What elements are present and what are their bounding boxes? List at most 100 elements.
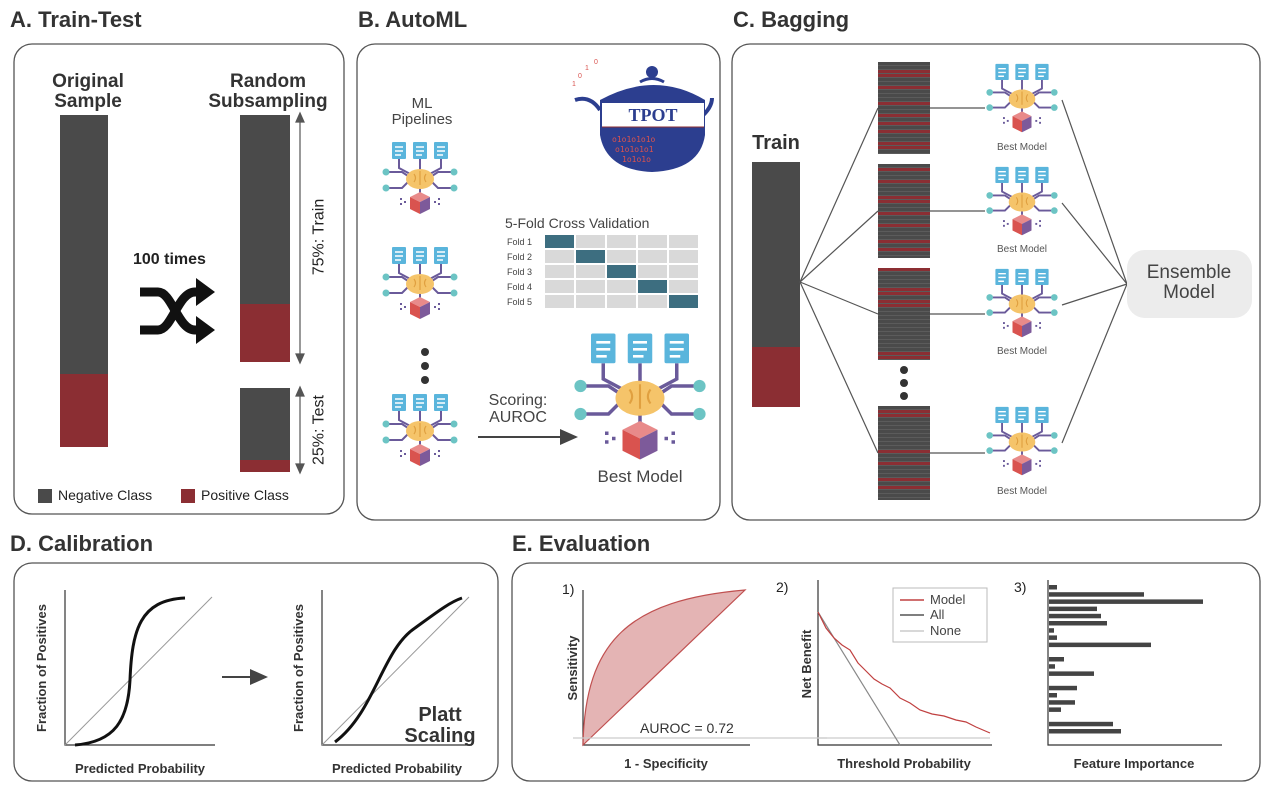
stripe	[878, 478, 930, 481]
feature-bar	[1049, 722, 1113, 727]
positive-bar	[240, 304, 290, 362]
label: Ensemble Model	[1134, 263, 1244, 303]
cv-cell	[576, 235, 605, 248]
feature-bar	[1049, 592, 1144, 597]
svg-text:o1o1o1o1o: o1o1o1o1o	[612, 135, 656, 144]
stripe	[878, 352, 930, 355]
all-line	[818, 612, 900, 745]
feature-bar	[1049, 621, 1107, 626]
cv-cell	[607, 280, 636, 293]
panel-title: B. AutoML	[358, 8, 467, 31]
cv-cell	[576, 295, 605, 308]
stripe	[878, 450, 930, 453]
axis-label: Sensitivity	[566, 635, 580, 700]
cv-cell	[669, 295, 698, 308]
model-icon	[986, 64, 1057, 132]
cv-cell	[638, 250, 667, 263]
fold-label: Fold 3	[507, 268, 532, 277]
cv-cell	[607, 250, 636, 263]
best-model-icon	[574, 334, 705, 460]
feature-bar	[1049, 599, 1203, 604]
cv-cell	[545, 295, 574, 308]
label: Best Model	[597, 468, 682, 486]
cv-cell	[638, 295, 667, 308]
diagonal	[65, 597, 212, 745]
label: 75%: Train	[312, 199, 329, 275]
stripe	[878, 86, 930, 89]
cv-cell	[607, 295, 636, 308]
sample-strip	[878, 268, 930, 360]
stripe	[878, 224, 930, 227]
ellipsis-dot	[421, 376, 429, 384]
stripe	[878, 240, 930, 243]
feature-bar	[1049, 700, 1075, 705]
fold-label: Fold 5	[507, 298, 532, 307]
axis-label: Predicted Probability	[75, 762, 205, 776]
bagging-graphics	[800, 62, 1127, 500]
stripe	[878, 168, 930, 171]
pipeline-icon	[383, 394, 458, 466]
stripe	[878, 74, 930, 77]
label: Platt Scaling	[400, 705, 480, 747]
cv-cell	[545, 250, 574, 263]
label: 25%: Test	[312, 395, 329, 465]
shuffle-icon	[140, 292, 200, 330]
panel-title: E. Evaluation	[512, 532, 650, 555]
feature-bar	[1049, 585, 1057, 590]
axis-label: Fraction of Positives	[35, 604, 49, 732]
feature-bar	[1049, 657, 1064, 662]
stripe	[878, 356, 930, 359]
pipeline-icon	[383, 247, 458, 319]
connector	[1062, 284, 1127, 305]
stripe	[878, 486, 930, 489]
cv-cell	[669, 250, 698, 263]
svg-text:1o1o1o: 1o1o1o	[622, 155, 651, 164]
svg-text:o1o1o1o1: o1o1o1o1	[615, 145, 654, 154]
stripe	[878, 122, 930, 125]
axis-label: Net Benefit	[800, 630, 814, 699]
feature-bar	[1049, 693, 1057, 698]
label: ML Pipelines	[382, 96, 462, 128]
ellipsis-dot	[900, 392, 908, 400]
ellipsis-dot	[900, 379, 908, 387]
cv-cell	[638, 265, 667, 278]
stripe	[878, 414, 930, 417]
stripe	[878, 146, 930, 149]
connector	[1062, 203, 1127, 284]
svg-text:0: 0	[594, 59, 598, 66]
svg-text:0: 0	[578, 73, 582, 80]
feature-bar	[1049, 686, 1077, 691]
feature-bars	[1049, 585, 1203, 734]
stripe	[878, 200, 930, 203]
cv-cell	[545, 280, 574, 293]
ellipsis-dot	[900, 366, 908, 374]
feature-bar	[1049, 671, 1094, 676]
stripe	[878, 114, 930, 117]
stripe	[878, 212, 930, 215]
label: 3)	[1014, 580, 1026, 595]
model-label: Best Model	[997, 487, 1047, 498]
stripe	[878, 410, 930, 413]
fold-label: Fold 1	[507, 238, 532, 247]
cv-cell	[576, 250, 605, 263]
label: Original Sample	[43, 72, 133, 112]
stripe	[878, 130, 930, 133]
legend-label: Negative Class	[58, 488, 152, 503]
figure: o1o1o1o1oo1o1o1o11o1o1o 1010 A. Train-Te…	[0, 0, 1266, 786]
legend-swatch	[181, 489, 195, 503]
cv-cell	[576, 280, 605, 293]
connector	[800, 282, 878, 453]
stripe	[878, 248, 930, 251]
label: 2)	[776, 580, 788, 595]
label: Scoring: AUROC	[483, 393, 553, 427]
connector	[800, 282, 878, 314]
label: AUROC = 0.72	[640, 721, 734, 736]
positive-bar	[752, 347, 800, 407]
axis-label: Fraction of Positives	[292, 604, 306, 732]
feature-bar	[1049, 707, 1061, 712]
connector	[800, 108, 878, 282]
stripe	[878, 292, 930, 295]
label: 1)	[562, 582, 574, 597]
cv-cell	[576, 265, 605, 278]
negative-bar	[240, 388, 290, 461]
